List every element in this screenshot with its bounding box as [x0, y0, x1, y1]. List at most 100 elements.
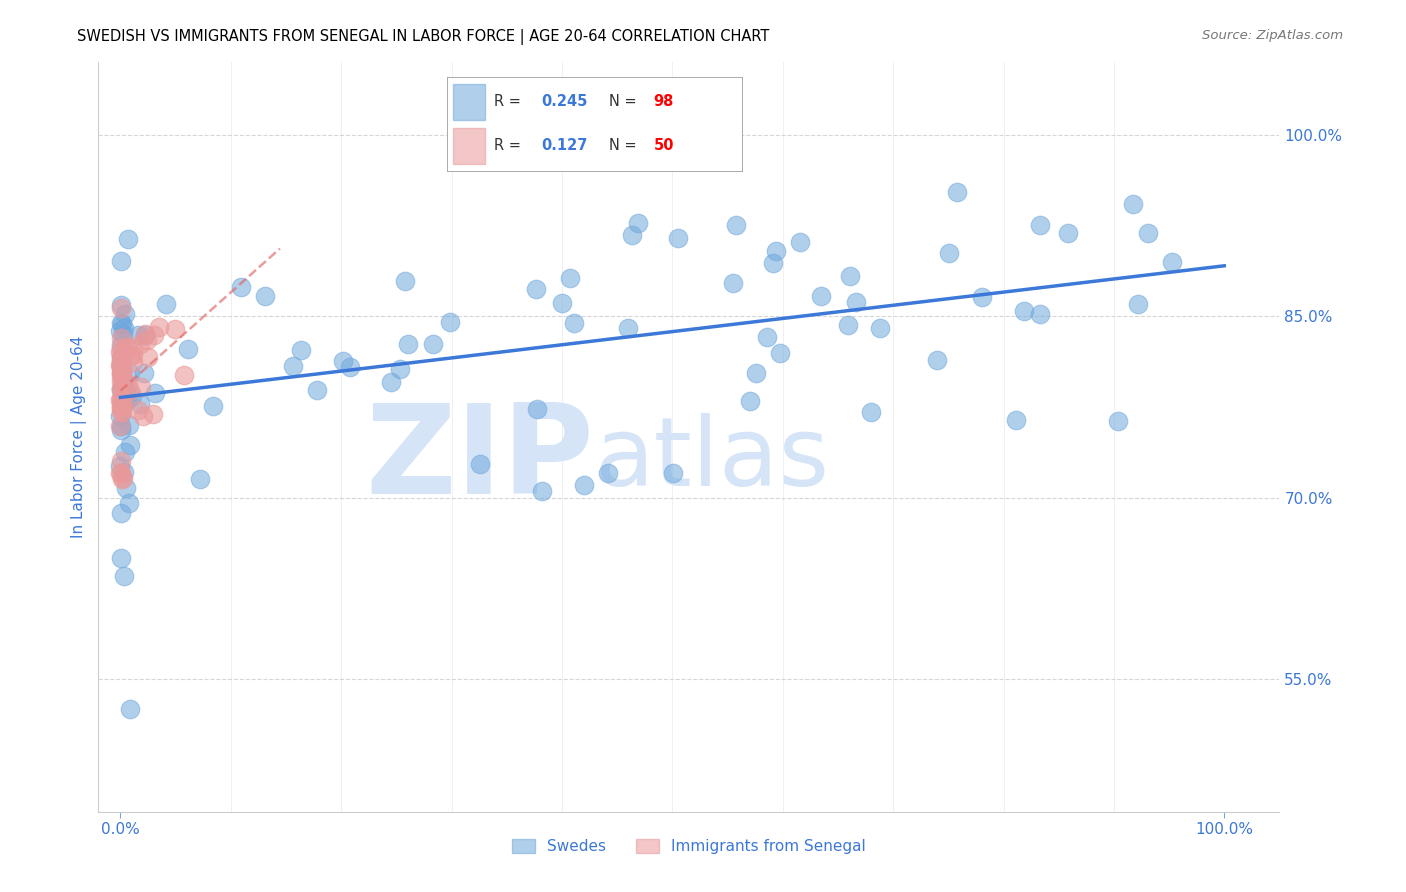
Y-axis label: In Labor Force | Age 20-64: In Labor Force | Age 20-64 — [72, 336, 87, 538]
Point — [118, 418, 141, 433]
Point — [394, 274, 416, 288]
Point — [572, 478, 595, 492]
Point — [118, 384, 141, 398]
Point — [551, 296, 574, 310]
Point — [110, 366, 132, 380]
Point — [661, 467, 683, 481]
Point — [972, 290, 994, 304]
Text: Source: ZipAtlas.com: Source: ZipAtlas.com — [1202, 29, 1343, 43]
Point — [110, 301, 132, 315]
Point — [112, 321, 135, 335]
Point — [114, 384, 136, 399]
Point — [744, 367, 766, 381]
Point — [339, 359, 361, 374]
Point — [114, 307, 136, 321]
Point — [332, 354, 354, 368]
Point — [148, 320, 170, 334]
Point — [120, 702, 142, 716]
Point — [110, 316, 132, 330]
Point — [110, 351, 132, 366]
Point — [142, 407, 165, 421]
Point — [173, 368, 195, 382]
Point — [1005, 412, 1028, 426]
Point — [112, 465, 135, 479]
Point — [110, 341, 132, 355]
Point — [110, 409, 132, 423]
Point — [110, 392, 132, 407]
Point — [938, 245, 960, 260]
Point — [755, 330, 778, 344]
Point — [122, 348, 145, 362]
Point — [115, 340, 138, 354]
Text: SWEDISH VS IMMIGRANTS FROM SENEGAL IN LABOR FORCE | AGE 20-64 CORRELATION CHART: SWEDISH VS IMMIGRANTS FROM SENEGAL IN LA… — [77, 29, 769, 45]
Point — [120, 348, 142, 362]
Point — [110, 349, 132, 363]
Point — [110, 345, 132, 359]
Point — [110, 418, 132, 433]
Point — [143, 385, 166, 400]
Point — [439, 315, 461, 329]
Point — [110, 331, 132, 345]
Point — [1137, 226, 1160, 240]
Point — [281, 359, 304, 374]
Point — [111, 472, 134, 486]
Point — [617, 321, 640, 335]
Point — [129, 379, 152, 393]
Point — [1029, 307, 1052, 321]
Point — [110, 383, 132, 397]
Point — [122, 355, 145, 369]
Point — [112, 373, 135, 387]
Point — [110, 458, 132, 473]
Point — [112, 569, 135, 583]
Point — [188, 472, 211, 486]
Point — [305, 383, 328, 397]
Point — [134, 366, 156, 380]
Point — [120, 366, 142, 380]
Point — [115, 481, 138, 495]
Point — [531, 484, 554, 499]
Text: atlas: atlas — [595, 413, 830, 506]
Point — [121, 389, 143, 403]
Point — [110, 454, 132, 468]
Point — [134, 327, 156, 342]
Point — [388, 362, 411, 376]
Point — [134, 326, 156, 341]
Point — [115, 392, 138, 407]
Point — [526, 402, 548, 417]
Point — [111, 366, 134, 380]
Point — [229, 280, 252, 294]
Point — [946, 186, 969, 200]
Point — [117, 232, 139, 246]
Point — [110, 382, 132, 396]
Point — [524, 282, 547, 296]
Text: ZIP: ZIP — [366, 399, 595, 520]
Point — [122, 341, 145, 355]
Point — [380, 375, 402, 389]
Point — [810, 289, 832, 303]
Point — [127, 328, 149, 343]
Point — [110, 550, 132, 565]
Point — [1029, 219, 1052, 233]
Point — [110, 404, 132, 418]
Point — [1128, 297, 1150, 311]
Point — [1012, 304, 1035, 318]
Point — [290, 343, 312, 358]
Point — [110, 396, 132, 410]
Point — [762, 256, 785, 270]
Point — [621, 227, 644, 242]
Point — [114, 444, 136, 458]
Point — [562, 316, 585, 330]
Point — [129, 397, 152, 411]
Point — [110, 254, 132, 268]
Point — [110, 365, 132, 379]
Point — [110, 400, 132, 414]
Point — [110, 369, 132, 384]
Point — [110, 353, 132, 368]
Point — [111, 405, 134, 419]
Point — [111, 470, 134, 484]
Point — [129, 336, 152, 351]
Point — [112, 327, 135, 342]
Point — [560, 271, 582, 285]
Legend: Swedes, Immigrants from Senegal: Swedes, Immigrants from Senegal — [506, 833, 872, 860]
Point — [789, 235, 811, 250]
